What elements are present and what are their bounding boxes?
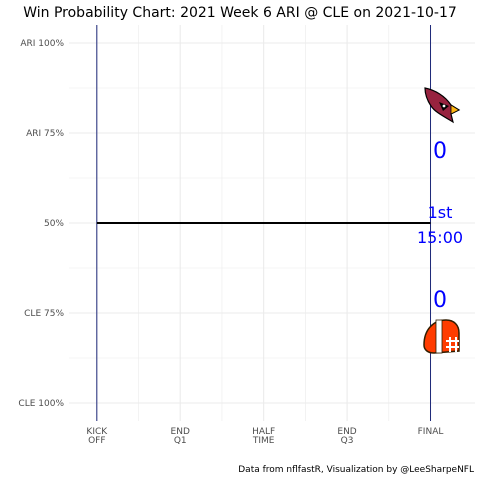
x-tick-label: END Q1	[171, 427, 190, 446]
x-tick-label: HALF TIME	[252, 427, 275, 446]
y-tick-label: CLE 75%	[24, 309, 64, 319]
y-tick-label: 50%	[44, 219, 64, 229]
game-quarter: 1st	[428, 203, 453, 222]
y-tick-labels: ARI 100% ARI 75% 50% CLE 75% CLE 100%	[18, 39, 64, 409]
y-tick-label: CLE 100%	[18, 399, 64, 409]
x-tick-label: FINAL	[418, 427, 444, 437]
x-tick-labels: KICK OFF END Q1 HALF TIME END Q3 FINAL	[86, 427, 443, 446]
home-score: 0	[433, 288, 447, 313]
y-tick-label: ARI 75%	[26, 129, 64, 139]
game-clock: 15:00	[417, 228, 463, 247]
chart-title: Win Probability Chart: 2021 Week 6 ARI @…	[23, 5, 457, 21]
cardinals-logo	[424, 87, 461, 124]
x-tick-label: KICK OFF	[86, 427, 108, 446]
x-tick-label: END Q3	[337, 427, 356, 446]
browns-logo	[423, 319, 460, 354]
chart-caption: Data from nflfastR, Visualization by @Le…	[238, 465, 474, 475]
away-score: 0	[433, 139, 447, 164]
y-tick-label: ARI 100%	[20, 39, 64, 49]
